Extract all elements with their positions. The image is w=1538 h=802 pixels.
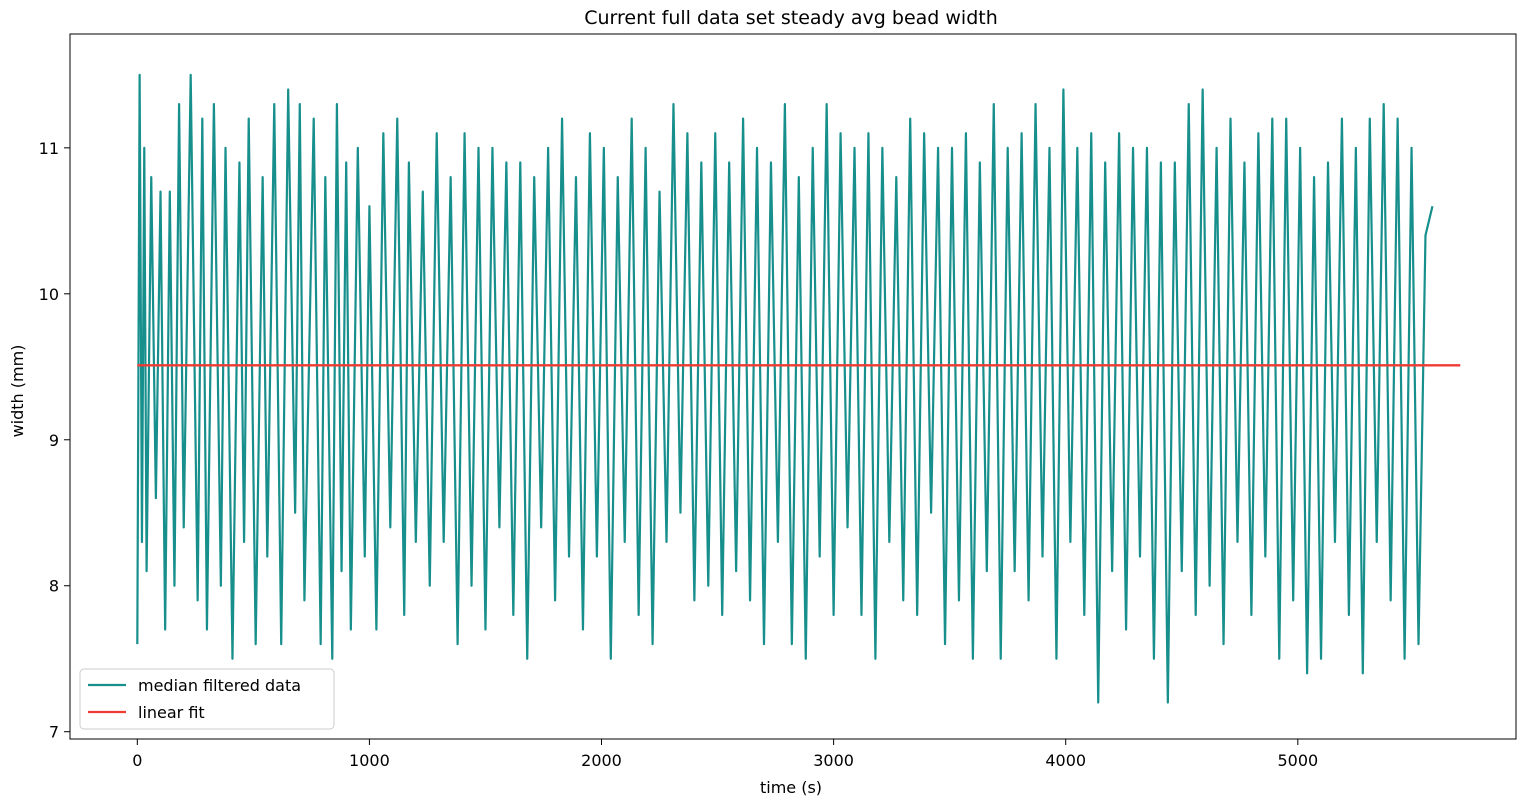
x-tick-label: 5000	[1277, 751, 1318, 770]
legend: median filtered data linear fit	[79, 668, 335, 730]
y-tick-label: 8	[49, 577, 59, 596]
legend-label-median-filtered-data: median filtered data	[138, 676, 301, 695]
legend-box	[79, 668, 335, 730]
y-axis-label: width (mm)	[8, 345, 27, 438]
x-tick-label: 3000	[813, 751, 854, 770]
axes: 0 1000 2000 3000 4000 5000 7 8 9 10 11	[39, 33, 1517, 770]
y-tick-label: 7	[49, 723, 59, 742]
x-axis-label: time (s)	[760, 778, 822, 797]
legend-label-linear-fit: linear fit	[138, 703, 205, 722]
x-tick-label: 1000	[349, 751, 390, 770]
plot-area	[136, 73, 1461, 704]
series-median-filtered-data	[136, 73, 1434, 704]
y-tick-label: 10	[39, 285, 59, 304]
y-tick-label: 11	[39, 139, 59, 158]
x-tick-label: 4000	[1045, 751, 1086, 770]
y-tick-label: 9	[49, 431, 59, 450]
chart-title: Current full data set steady avg bead wi…	[584, 7, 998, 29]
x-tick-label: 2000	[581, 751, 622, 770]
x-tick-label: 0	[132, 751, 142, 770]
plot-frame	[69, 33, 1517, 740]
